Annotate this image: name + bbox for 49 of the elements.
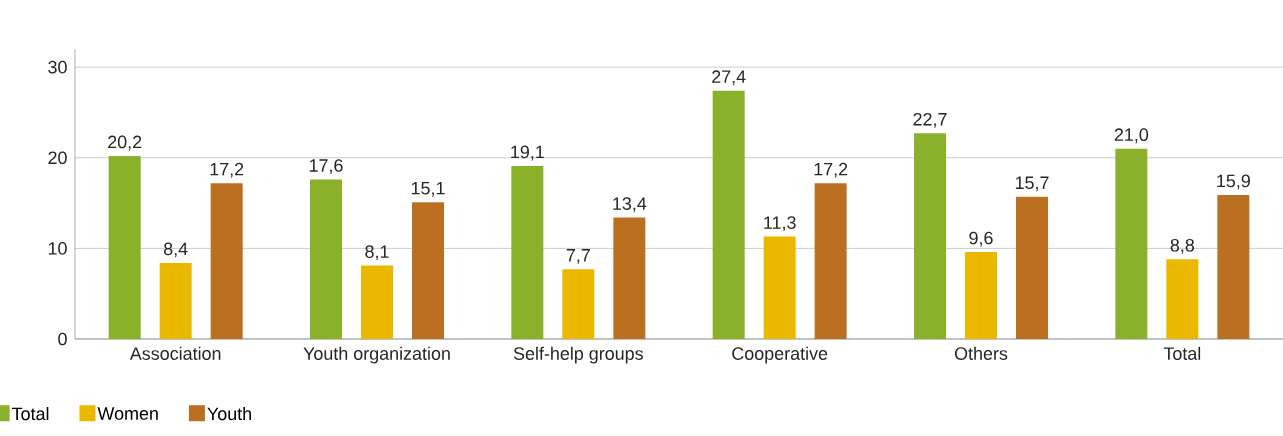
x-tick-label: Youth organization [303,346,450,364]
bar [562,269,595,339]
bar [511,165,544,339]
bar [159,262,192,339]
bar [210,183,243,339]
data-label: 9,6 [969,231,993,247]
data-label: 15,1 [411,182,445,197]
legend-label: Youth [207,406,251,421]
bar [310,179,342,339]
data-label: 7,7 [566,249,590,264]
data-label: 19,1 [511,145,544,161]
bar [914,133,947,339]
bar [613,217,646,339]
bar [361,265,393,339]
data-label: 13,4 [613,197,647,213]
y-tick-label: 30 [48,60,67,74]
legend-label: Women [97,407,158,420]
bar [1115,148,1148,339]
y-tick-label: 10 [48,242,67,255]
bar [763,236,796,339]
bar [712,90,745,339]
bar [965,252,998,339]
data-label: 11,3 [764,216,796,232]
data-label: 8,1 [365,245,389,261]
data-label: 22,7 [913,112,947,128]
bar [814,183,847,339]
data-label: 17,2 [210,162,244,178]
bar [1016,196,1049,339]
x-tick-label: Cooperative [732,346,828,364]
y-tick-label: 20 [48,151,67,165]
x-tick-label: Total [1163,346,1201,360]
data-label: 8,4 [163,242,188,258]
data-label: 27,4 [712,70,746,86]
legend-label: Total [12,406,49,421]
x-tick-label: Self-help groups [513,346,643,364]
data-label: 8,8 [1170,238,1195,254]
x-tick-label: Others [954,346,1008,360]
data-label: 15,9 [1217,174,1250,190]
bar [1217,194,1250,339]
data-label: 21,0 [1114,128,1149,144]
data-label: 15,7 [1015,176,1049,192]
data-label: 20,2 [108,135,142,151]
y-tick-label: 0 [58,332,67,346]
bar [108,155,141,339]
bar [1166,259,1199,339]
data-label: 17,2 [814,162,848,178]
data-label: 17,6 [309,159,343,174]
x-tick-label: Association [129,346,221,360]
bar [412,202,444,339]
